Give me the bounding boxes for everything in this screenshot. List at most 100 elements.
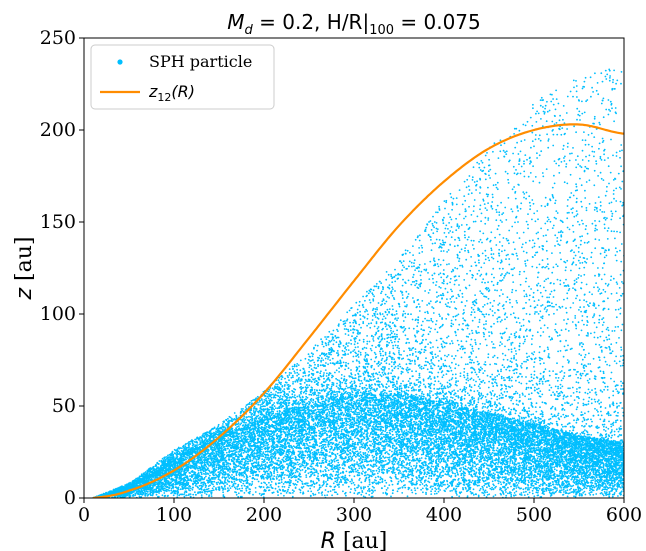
sph-particle-point [559,239,562,242]
sph-particle-point [488,158,490,161]
sph-particle-point [379,374,382,376]
sph-particle-point [310,376,313,379]
sph-particle-point [479,169,482,171]
sph-particle-point [268,481,270,484]
sph-particle-point [350,388,352,390]
sph-particle-point [585,487,588,490]
sph-particle-point [453,438,455,441]
sph-particle-point [516,392,519,395]
sph-particle-point [519,412,522,414]
sph-particle-point [529,172,532,174]
sph-particle-point [621,281,623,283]
sph-particle-point [564,328,567,331]
sph-particle-point [592,91,594,93]
sph-particle-point [401,269,404,271]
sph-particle-point [379,363,381,366]
sph-particle-point [587,403,590,405]
sph-particle-point [490,273,493,276]
sph-particle-point [537,237,540,240]
sph-particle-point [439,301,441,304]
sph-particle-point [546,346,549,349]
sph-particle-point [533,351,536,353]
sph-particle-point [327,342,330,344]
sph-particle-point [388,297,390,299]
sph-particle-point [288,368,291,370]
sph-particle-point [365,406,368,409]
sph-particle-point [504,379,506,381]
sph-particle-point [381,480,384,483]
sph-particle-point [511,291,513,294]
sph-particle-point [300,388,303,390]
sph-particle-point [397,340,400,343]
sph-particle-point [463,217,465,220]
sph-particle-point [555,98,558,100]
sph-particle-point [459,347,462,350]
sph-particle-point [292,492,294,494]
sph-particle-point [494,236,496,239]
sph-particle-point [546,309,548,311]
sph-particle-point [534,406,537,408]
sph-particle-point [370,335,373,337]
sph-particle-point [539,285,542,287]
sph-particle-point [422,393,425,396]
sph-particle-point [410,313,412,316]
sph-particle-point [606,412,608,415]
sph-particle-point [417,479,420,481]
sph-particle-point [473,304,476,307]
sph-particle-point [456,225,459,228]
sph-particle-point [482,278,485,281]
sph-particle-point [563,319,565,321]
sph-particle-point [314,422,317,425]
sph-particle-point [323,377,325,380]
sph-particle-point [533,370,536,373]
sph-particle-point [416,462,418,464]
sph-particle-point [470,386,473,389]
sph-particle-point [575,214,578,217]
sph-particle-point [328,460,331,463]
sph-particle-point [604,290,607,293]
sph-particle-point [309,434,312,436]
sph-particle-point [558,119,561,122]
sph-particle-point [473,384,476,387]
sph-particle-point [588,203,591,205]
sph-particle-point [620,165,622,168]
sph-particle-point [492,267,495,270]
sph-particle-point [575,264,577,266]
sph-particle-point [606,326,609,329]
sph-particle-point [413,464,415,467]
sph-particle-point [530,401,533,404]
sph-particle-point [385,481,388,484]
sph-particle-point [420,348,423,351]
sph-particle-point [444,207,446,210]
sph-particle-point [563,282,565,284]
sph-particle-point [593,151,596,153]
sph-particle-point [390,372,392,375]
sph-particle-point [518,420,521,423]
sph-particle-point [366,365,369,368]
sph-particle-point [509,462,511,464]
sph-particle-point [344,474,347,477]
sph-particle-point [511,306,514,308]
sph-particle-point [598,239,601,241]
sph-particle-point [621,149,623,152]
sph-particle-point [598,147,600,150]
sph-particle-point [512,152,514,155]
sph-particle-point [338,371,340,373]
sph-particle-point [591,222,594,225]
sph-particle-point [381,300,384,303]
sph-particle-point [358,467,361,470]
sph-particle-point [372,340,375,342]
chart-title: Md = 0.2, H/R|100 = 0.075 [227,10,481,38]
sph-particle-point [564,349,567,352]
sph-particle-point [406,462,409,464]
sph-particle-point [357,346,359,348]
sph-particle-point [561,305,564,308]
sph-particle-point [436,346,439,349]
sph-particle-point [587,388,590,391]
sph-particle-point [484,258,487,261]
sph-particle-point [379,443,382,446]
sph-particle-point [505,387,507,390]
sph-particle-point [547,138,550,141]
sph-particle-point [609,486,611,489]
sph-particle-point [324,466,327,469]
